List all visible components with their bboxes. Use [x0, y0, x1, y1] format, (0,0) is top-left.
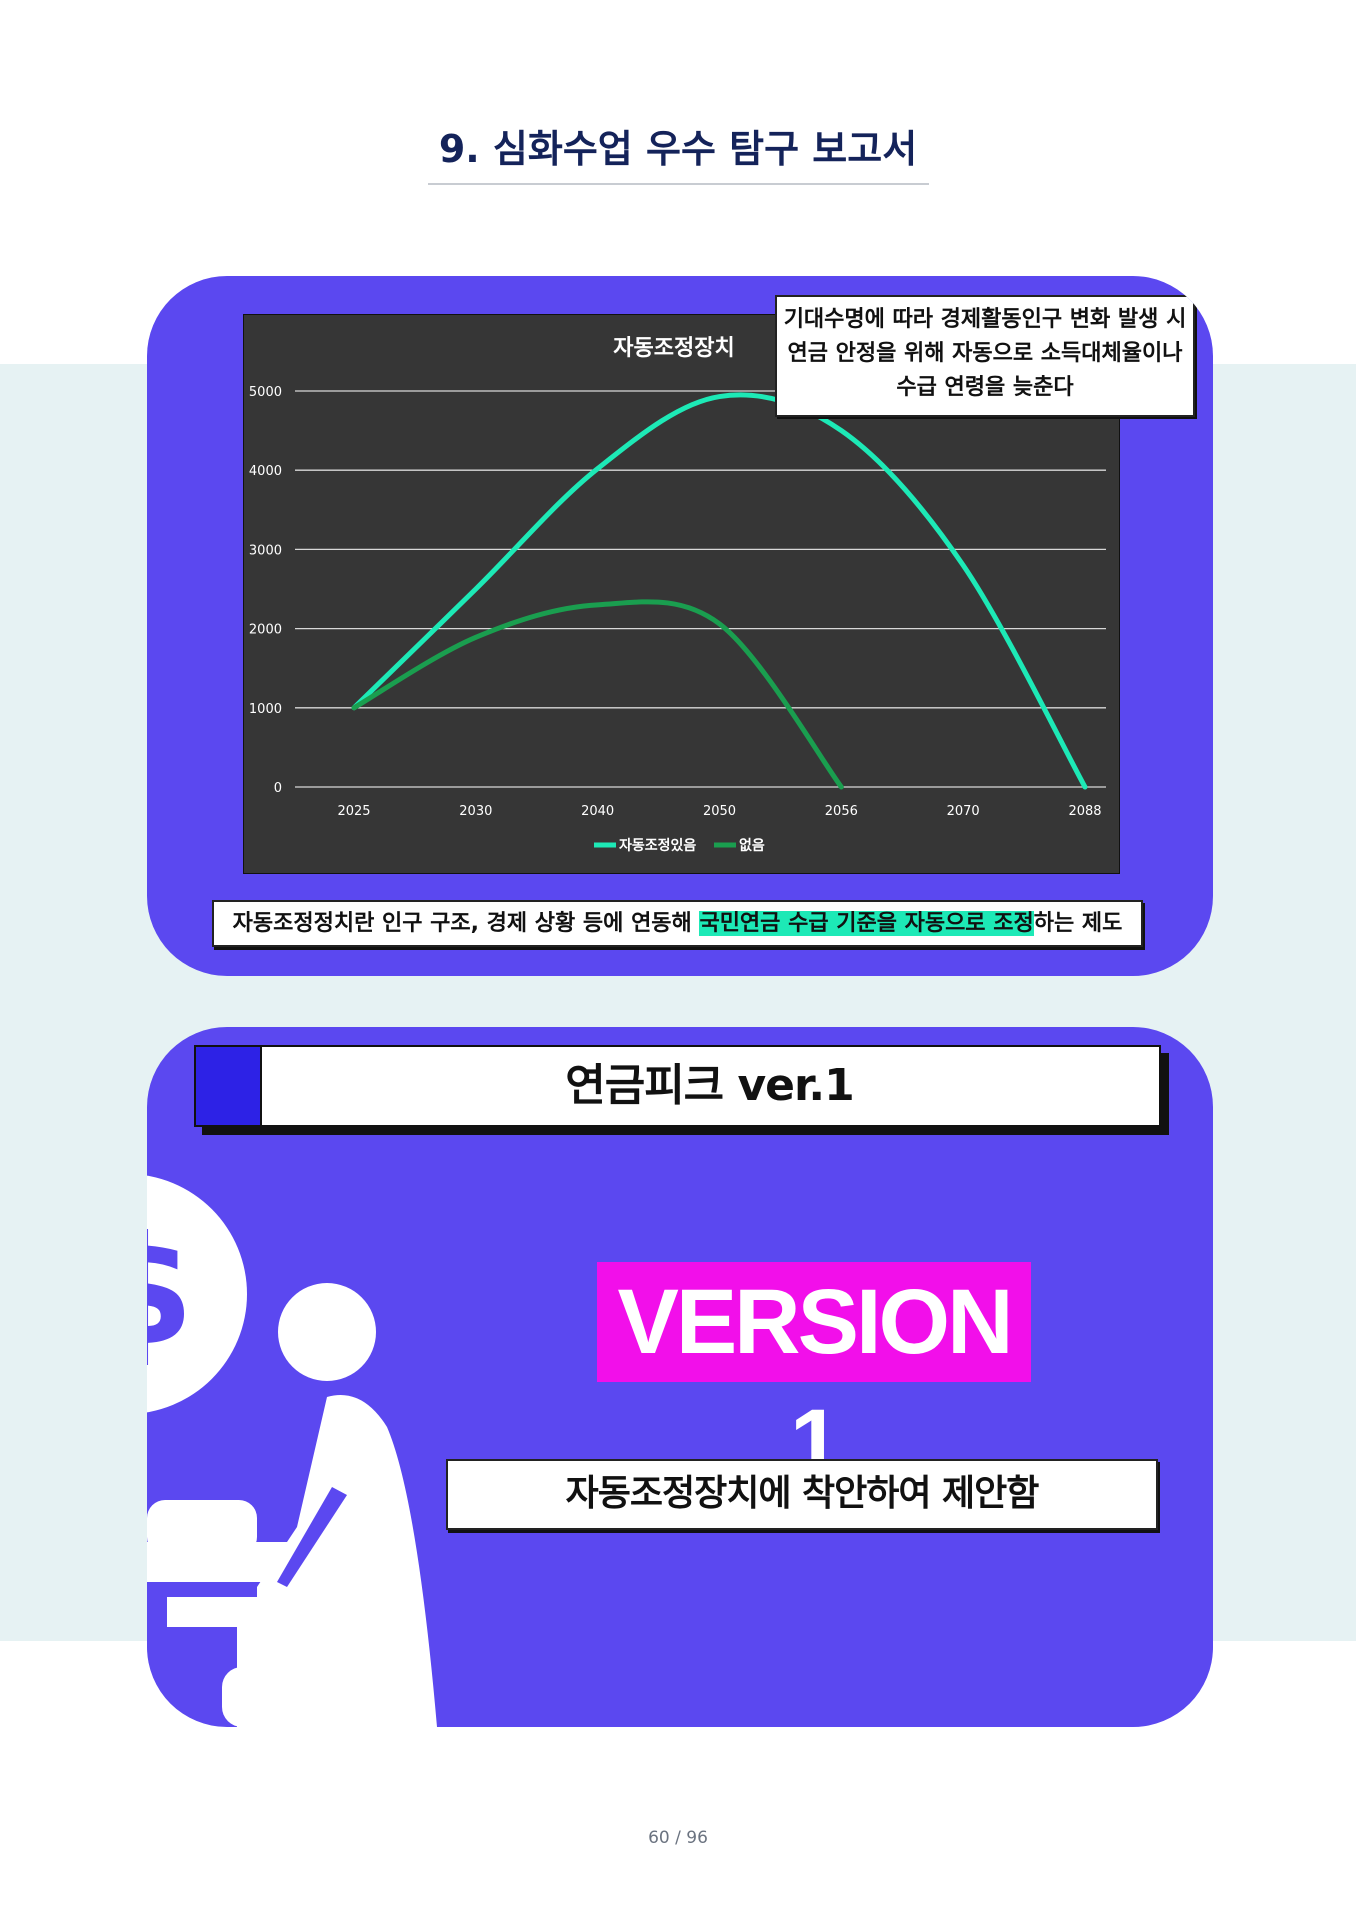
- chart-svg: 자동조정장치 0 1000 2000 3000 4000 5000 2025 2030 2040…: [249, 336, 1106, 854]
- legend-label: 없음: [739, 838, 765, 854]
- chart-title: 자동조정장치: [613, 336, 734, 361]
- proposal-subtitle: 자동조정장치에 착안하여 제안함: [446, 1459, 1158, 1530]
- callout-line: 수급 연령을 늦춘다: [896, 375, 1074, 400]
- y-tick-label: 0: [274, 781, 282, 796]
- x-tick-label: 2050: [703, 804, 736, 819]
- x-tick-label: 2040: [581, 804, 614, 819]
- page-number: 60 / 96: [648, 1828, 708, 1848]
- svg-text:$: $: [147, 1205, 194, 1379]
- card-title-bar: 연금피크 ver.1: [194, 1045, 1161, 1127]
- x-tick-label: 2056: [825, 804, 858, 819]
- series-line-0: [351, 392, 1088, 790]
- x-tick-label: 2030: [459, 804, 492, 819]
- series-line-1: [351, 599, 844, 790]
- caption-highlight: 국민연금 수급 기준을 자동으로 조정: [699, 911, 1034, 936]
- proposal-card: $ 연금피크 ver.1 VERSION 1 자동조정장치에 착안하여 제안함: [147, 1027, 1213, 1727]
- dollar-coin-icon: $: [147, 1175, 247, 1413]
- definition-caption: 자동조정정치란 인구 구조, 경제 상황 등에 연동해 국민연금 수급 기준을 …: [212, 900, 1143, 947]
- callout-line: 연금 안정을 위해 자동으로 소득대체율이나: [787, 341, 1183, 366]
- callout-box: 기대수명에 따라 경제활동인구 변화 발생 시 연금 안정을 위해 자동으로 소…: [775, 295, 1195, 417]
- y-tick-label: 5000: [249, 385, 282, 400]
- y-tick-label: 3000: [249, 543, 282, 558]
- title-accent-square: [196, 1047, 262, 1125]
- callout-line: 기대수명에 따라 경제활동인구 변화 발생 시: [783, 307, 1187, 332]
- y-tick-label: 2000: [249, 623, 282, 638]
- page-title: 9. 심화수업 우수 탐구 보고서: [438, 127, 918, 171]
- title-divider: [428, 183, 929, 185]
- chart-card: 자동조정장치 0 1000 2000 3000 4000 5000 2025 2030 2040…: [147, 276, 1213, 976]
- x-tick-label: 2025: [337, 804, 370, 819]
- y-tick-label: 4000: [249, 464, 282, 479]
- card-title: 연금피크 ver.1: [565, 1060, 855, 1111]
- caption-text-end: 하는 제도: [1033, 911, 1123, 936]
- version-label: VERSION 1: [597, 1262, 1031, 1493]
- y-tick-label: 1000: [249, 702, 282, 717]
- caption-text: 자동조정정치란 인구 구조, 경제 상황 등에 연동해: [232, 911, 700, 936]
- illustration: $: [147, 1175, 437, 1727]
- legend-label: 자동조정있음: [619, 837, 696, 854]
- x-tick-label: 2070: [947, 804, 980, 819]
- x-tick-label: 2088: [1068, 804, 1101, 819]
- person-at-desk-icon: [147, 1283, 437, 1727]
